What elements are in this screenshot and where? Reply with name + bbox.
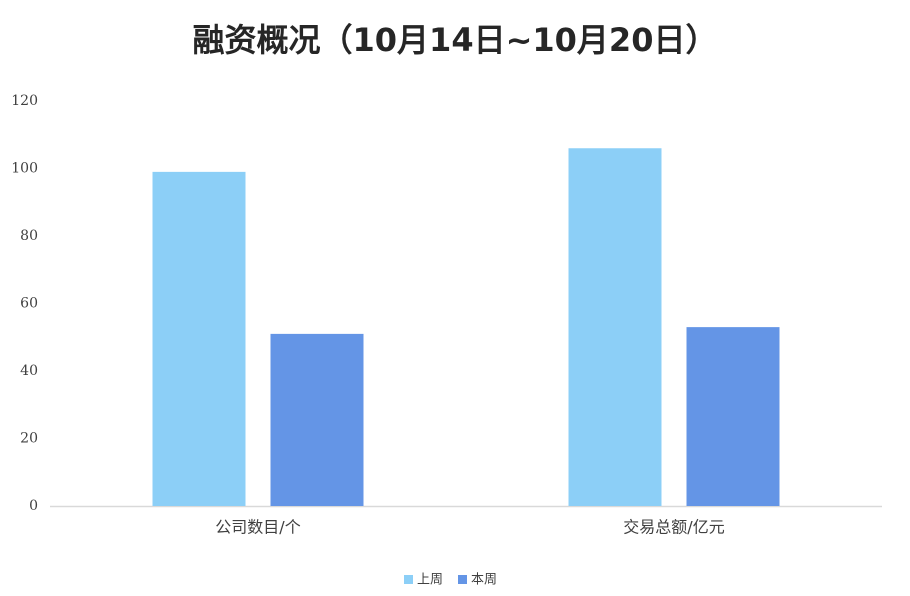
bar [568, 148, 662, 506]
y-tick-label: 0 [29, 498, 38, 514]
legend-swatch [404, 575, 413, 584]
legend-label: 上周 [417, 573, 443, 588]
x-tick-label: 交易总额/亿元 [623, 518, 724, 537]
y-tick-label: 120 [11, 93, 38, 109]
y-tick-label: 100 [11, 161, 38, 177]
legend-swatch [458, 575, 467, 584]
chart-title: 融资概况（10月14日~10月20日） [193, 21, 718, 59]
y-tick-label: 80 [20, 228, 38, 244]
legend-label: 本周 [471, 573, 497, 588]
x-tick-label: 公司数目/个 [215, 518, 300, 537]
y-tick-label: 60 [20, 296, 38, 312]
bar [270, 333, 364, 506]
bar [686, 327, 780, 506]
y-tick-label: 20 [20, 431, 38, 447]
bar [152, 171, 246, 506]
y-tick-label: 40 [20, 363, 38, 379]
